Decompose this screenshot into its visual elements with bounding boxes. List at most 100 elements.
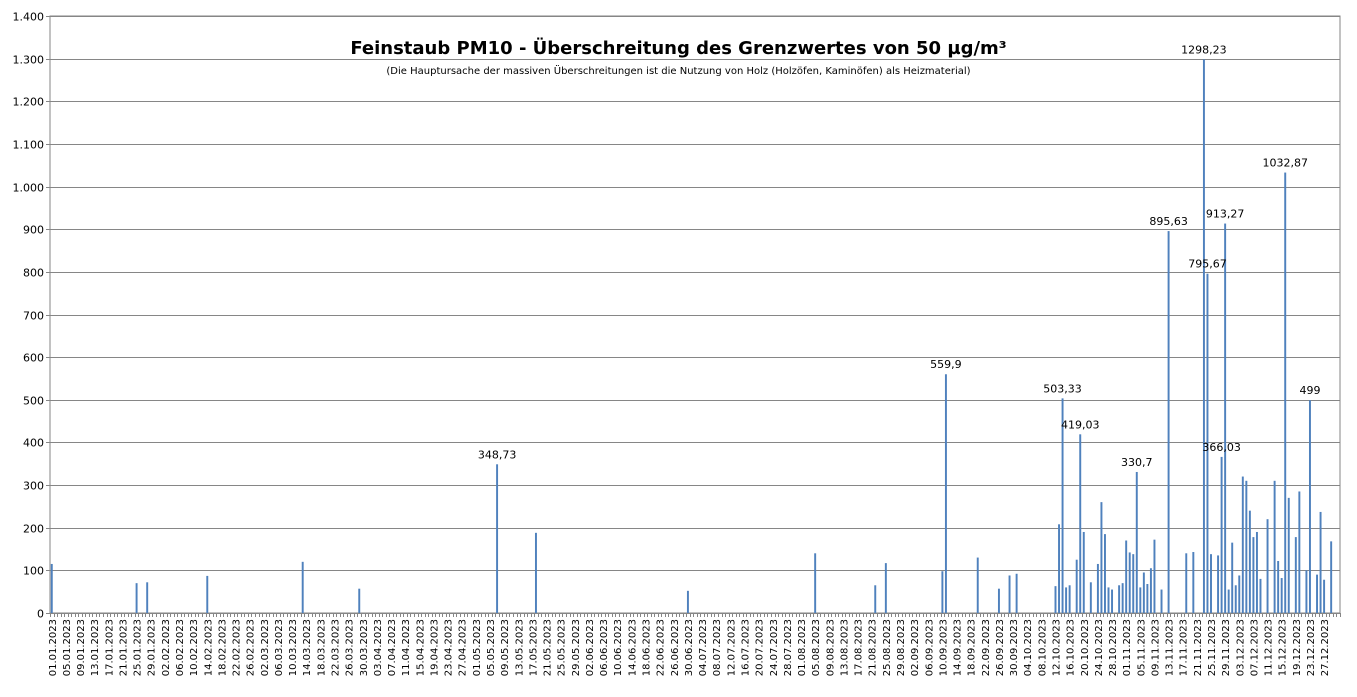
- x-tick-label: 17.11.2023: [1179, 619, 1190, 676]
- x-tick-label: 25.05.2023: [557, 619, 568, 676]
- x-tick-label: 08.10.2023: [1037, 619, 1048, 676]
- data-label: 366,03: [1202, 441, 1241, 454]
- x-tick-label: 14.02.2023: [203, 619, 214, 676]
- bar: [1118, 585, 1121, 613]
- x-tick-label: 01.08.2023: [797, 619, 808, 676]
- x-tick-label: 10.02.2023: [189, 619, 200, 676]
- y-tick-label: 300: [23, 480, 44, 493]
- bar: [1054, 586, 1057, 613]
- y-tick-label: 900: [23, 224, 44, 237]
- bar: [206, 575, 209, 613]
- bar: [1125, 540, 1128, 613]
- bar: [1234, 585, 1237, 613]
- plot-frame: [49, 15, 1341, 614]
- bar: [1104, 534, 1106, 613]
- bar: [814, 553, 817, 613]
- y-tick-label: 1.100: [13, 139, 45, 152]
- bar: [1206, 273, 1209, 613]
- x-tick-label: 14.06.2023: [627, 619, 638, 676]
- bar: [1284, 172, 1287, 613]
- x-tick-label: 27.04.2023: [458, 619, 469, 676]
- x-tick-label: 22.06.2023: [656, 619, 667, 676]
- bar: [1294, 537, 1297, 613]
- chart-title: Feinstaub PM10 - Überschreitung des Gren…: [350, 38, 1007, 59]
- x-tick-label: 09.05.2023: [500, 619, 511, 676]
- y-tick-label: 200: [23, 523, 44, 536]
- bar: [1068, 585, 1071, 613]
- x-tick-label: 20.10.2023: [1080, 619, 1091, 676]
- bar: [1100, 502, 1103, 613]
- bar: [1111, 589, 1114, 613]
- x-tick-label: 02.09.2023: [910, 619, 921, 676]
- x-tick-label: 17.08.2023: [854, 619, 865, 676]
- data-label: 913,27: [1206, 208, 1245, 221]
- x-tick-label: 18.03.2023: [316, 619, 327, 676]
- y-tick-label: 500: [23, 395, 44, 408]
- bar: [1241, 476, 1244, 613]
- x-tick-label: 16.07.2023: [740, 619, 751, 676]
- x-tick-label: 25.08.2023: [882, 619, 893, 676]
- x-tick-label: 03.04.2023: [373, 619, 384, 676]
- bar: [146, 582, 149, 613]
- x-tick-label: 25.11.2023: [1207, 619, 1218, 676]
- y-tick-label: 700: [23, 310, 44, 323]
- x-tick-label: 13.05.2023: [514, 619, 525, 676]
- x-tick-label: 25.01.2023: [133, 619, 144, 676]
- x-tick-label: 07.12.2023: [1249, 619, 1260, 676]
- bar: [1319, 511, 1322, 613]
- bar: [1192, 552, 1195, 613]
- x-tick-label: 20.07.2023: [755, 619, 766, 676]
- x-tick-label: 01.05.2023: [472, 619, 483, 676]
- bar: [1231, 542, 1234, 613]
- x-tick-label: 09.11.2023: [1150, 619, 1161, 676]
- bar: [1079, 434, 1082, 613]
- x-tick-label: 11.04.2023: [401, 619, 412, 676]
- x-tick-label: 21.05.2023: [543, 619, 554, 676]
- x-tick-label: 19.12.2023: [1292, 619, 1303, 676]
- bar: [1139, 587, 1142, 613]
- x-tick-label: 15.12.2023: [1278, 619, 1289, 676]
- x-tick-label: 27.12.2023: [1320, 619, 1331, 676]
- bar: [1058, 524, 1060, 613]
- bar: [944, 374, 947, 613]
- bar: [941, 571, 944, 613]
- x-tick-label: 14.03.2023: [302, 619, 313, 676]
- bar: [1305, 570, 1308, 613]
- bar: [1146, 584, 1149, 613]
- x-tick-label: 26.03.2023: [345, 619, 356, 676]
- x-tick-label: 01.11.2023: [1122, 619, 1133, 676]
- y-tick-label: 1.400: [13, 11, 45, 24]
- bar: [1121, 583, 1124, 613]
- y-tick-label: 800: [23, 267, 44, 280]
- x-tick-label: 08.07.2023: [712, 619, 723, 676]
- bar: [50, 563, 53, 613]
- bar: [1202, 59, 1205, 613]
- x-tick-label: 28.10.2023: [1108, 619, 1119, 676]
- x-tick-label: 06.09.2023: [924, 619, 935, 676]
- y-tick-label: 1.000: [13, 182, 45, 195]
- x-tick-label: 23.04.2023: [444, 619, 455, 676]
- x-tick-label: 22.02.2023: [232, 619, 243, 676]
- x-tick-label: 15.04.2023: [415, 619, 426, 676]
- bar: [496, 464, 499, 613]
- bar: [1142, 572, 1145, 613]
- y-tick-label: 1.200: [13, 96, 45, 109]
- x-tick-label: 21.01.2023: [118, 619, 129, 676]
- x-tick-label: 17.01.2023: [104, 619, 115, 676]
- bar: [1255, 531, 1258, 613]
- bar: [1266, 519, 1269, 613]
- bar: [1224, 223, 1227, 613]
- bar: [1248, 510, 1251, 613]
- bar: [1217, 555, 1220, 613]
- bar: [1107, 587, 1110, 613]
- data-label: 1032,87: [1262, 157, 1308, 170]
- bar: [1153, 539, 1156, 613]
- bar: [534, 532, 537, 613]
- x-tick-label: 10.03.2023: [288, 619, 299, 676]
- data-label: 419,03: [1061, 418, 1100, 431]
- bar: [1330, 541, 1333, 613]
- x-tick-label: 09.01.2023: [76, 619, 87, 676]
- x-tick-label: 07.04.2023: [387, 619, 398, 676]
- x-tick-label: 30.09.2023: [1009, 619, 1020, 676]
- x-tick-label: 22.09.2023: [981, 619, 992, 676]
